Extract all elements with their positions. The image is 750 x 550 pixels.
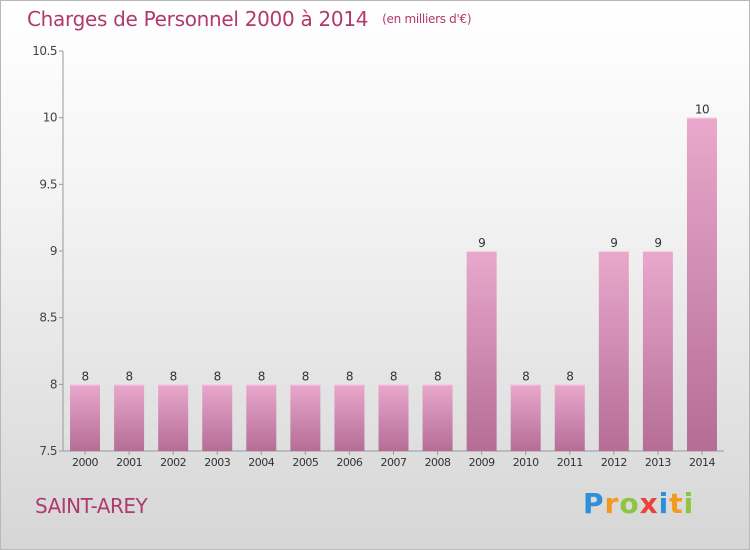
bar-value-label: 10 <box>695 103 709 117</box>
x-tick-label: 2012 <box>601 456 627 469</box>
logo-letter: i <box>683 487 695 520</box>
logo-letter: x <box>639 487 659 520</box>
bar <box>202 384 233 451</box>
bar-value-label: 8 <box>126 369 133 383</box>
x-tick-label: 2004 <box>248 456 274 469</box>
bar-value-label: 8 <box>302 369 309 383</box>
y-tick-label: 9 <box>50 244 57 258</box>
bar-value-label: 9 <box>654 236 661 250</box>
y-axis: 7.5 8 8.5 9 9.5 10 10.5 <box>32 44 64 458</box>
bar <box>466 251 497 451</box>
x-tick-label: 2014 <box>689 456 715 469</box>
bar <box>334 384 365 451</box>
bar <box>158 384 189 451</box>
x-tick-label: 2006 <box>336 456 362 469</box>
x-tick-label: 2010 <box>513 456 539 469</box>
chart-title: Charges de Personnel 2000 à 2014 (en mill… <box>27 7 472 31</box>
x-tick-label: 2007 <box>381 456 407 469</box>
y-tick-label: 7.5 <box>39 444 57 458</box>
proxiti-logo[interactable]: Proxiti <box>583 487 694 520</box>
x-tick-label: 2013 <box>645 456 671 469</box>
x-tick-label: 2003 <box>204 456 230 469</box>
bar-value-label: 8 <box>258 369 265 383</box>
logo-letter: P <box>583 487 605 520</box>
x-tick-label: 2009 <box>469 456 495 469</box>
x-tick-label: 2002 <box>160 456 186 469</box>
logo-letter: i <box>658 487 670 520</box>
y-tick-label: 9.5 <box>39 177 57 191</box>
bar <box>114 384 145 451</box>
bar-value-label: 8 <box>522 369 529 383</box>
x-tick-label: 2000 <box>72 456 98 469</box>
y-tick-label: 10 <box>43 111 57 125</box>
y-tick-label: 10.5 <box>32 44 57 58</box>
bar <box>554 384 585 451</box>
town-name: SAINT-AREY <box>35 494 148 518</box>
logo-letter: r <box>604 487 620 520</box>
title-text: Charges de Personnel 2000 à 2014 <box>27 7 369 31</box>
title-unit: (en milliers d'€) <box>382 12 472 26</box>
bar <box>70 384 101 451</box>
bar <box>686 117 717 452</box>
bar-value-label: 8 <box>346 369 353 383</box>
y-tick-label: 8 <box>50 377 57 391</box>
bar-value-label: 8 <box>566 369 573 383</box>
x-tick-label: 2008 <box>425 456 451 469</box>
bars-group: 8 8 8 8 8 8 8 8 8 9 8 8 9 9 10 <box>70 103 717 452</box>
bar-value-label: 8 <box>390 369 397 383</box>
x-axis: 2000 2001 2002 2003 2004 2005 2006 2007 2008 2009… <box>63 450 724 469</box>
bar <box>598 251 629 451</box>
y-tick-label: 8.5 <box>39 311 57 325</box>
x-tick-label: 2001 <box>116 456 142 469</box>
bar-value-label: 8 <box>214 369 221 383</box>
bar-value-label: 8 <box>170 369 177 383</box>
x-tick-label: 2005 <box>292 456 318 469</box>
x-tick-label: 2011 <box>557 456 583 469</box>
logo-letter: o <box>619 487 640 520</box>
bar <box>422 384 453 451</box>
bar <box>510 384 541 451</box>
bar-value-label: 9 <box>610 236 617 250</box>
bar-value-label: 8 <box>434 369 441 383</box>
logo-letter: t <box>669 487 684 520</box>
bar <box>378 384 409 451</box>
bar <box>290 384 321 451</box>
bar-value-label: 8 <box>81 369 88 383</box>
bar <box>642 251 673 451</box>
bar <box>246 384 277 451</box>
bar-value-label: 9 <box>478 236 485 250</box>
